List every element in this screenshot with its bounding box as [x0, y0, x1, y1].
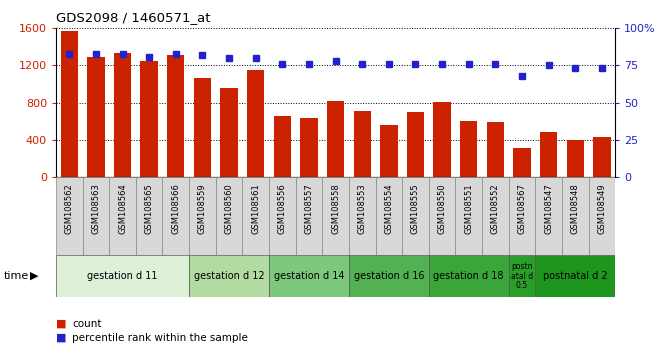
- Bar: [434, 102, 451, 177]
- Bar: [353, 111, 371, 177]
- Bar: [380, 125, 397, 177]
- FancyBboxPatch shape: [589, 177, 615, 255]
- Bar: [193, 78, 211, 177]
- FancyBboxPatch shape: [402, 177, 429, 255]
- Bar: [114, 53, 131, 177]
- Text: time: time: [3, 271, 28, 281]
- Text: GSM108550: GSM108550: [438, 183, 447, 234]
- Text: GSM108558: GSM108558: [331, 183, 340, 234]
- FancyBboxPatch shape: [562, 177, 589, 255]
- FancyBboxPatch shape: [189, 255, 269, 297]
- Text: gestation d 16: gestation d 16: [353, 271, 424, 281]
- Text: gestation d 18: gestation d 18: [434, 271, 504, 281]
- Text: GSM108566: GSM108566: [171, 183, 180, 234]
- Text: ▶: ▶: [30, 271, 39, 281]
- Text: GSM108547: GSM108547: [544, 183, 553, 234]
- Text: GSM108555: GSM108555: [411, 183, 420, 234]
- FancyBboxPatch shape: [376, 177, 402, 255]
- FancyBboxPatch shape: [322, 177, 349, 255]
- Text: gestation d 11: gestation d 11: [88, 271, 158, 281]
- Text: postnatal d 2: postnatal d 2: [543, 271, 607, 281]
- FancyBboxPatch shape: [536, 255, 615, 297]
- FancyBboxPatch shape: [136, 177, 163, 255]
- Text: gestation d 12: gestation d 12: [193, 271, 265, 281]
- Text: ■: ■: [56, 333, 66, 343]
- FancyBboxPatch shape: [429, 255, 509, 297]
- Bar: [407, 112, 424, 177]
- Bar: [594, 137, 611, 177]
- FancyBboxPatch shape: [429, 177, 455, 255]
- Text: ■: ■: [56, 319, 66, 329]
- FancyBboxPatch shape: [163, 177, 189, 255]
- Bar: [220, 88, 238, 177]
- Text: GSM108560: GSM108560: [224, 183, 234, 234]
- FancyBboxPatch shape: [56, 177, 82, 255]
- Bar: [88, 57, 105, 177]
- Text: GSM108552: GSM108552: [491, 183, 500, 234]
- FancyBboxPatch shape: [216, 177, 242, 255]
- Bar: [513, 148, 530, 177]
- Text: postn
atal d
0.5: postn atal d 0.5: [511, 262, 533, 290]
- Bar: [567, 140, 584, 177]
- Text: GSM108549: GSM108549: [597, 183, 607, 234]
- Text: GSM108562: GSM108562: [64, 183, 74, 234]
- FancyBboxPatch shape: [349, 255, 429, 297]
- FancyBboxPatch shape: [189, 177, 216, 255]
- Text: gestation d 14: gestation d 14: [274, 271, 344, 281]
- Text: count: count: [72, 319, 102, 329]
- Bar: [274, 116, 291, 177]
- Text: GSM108553: GSM108553: [358, 183, 367, 234]
- FancyBboxPatch shape: [509, 177, 536, 255]
- FancyBboxPatch shape: [509, 255, 536, 297]
- FancyBboxPatch shape: [455, 177, 482, 255]
- Text: GSM108564: GSM108564: [118, 183, 127, 234]
- Bar: [487, 122, 504, 177]
- FancyBboxPatch shape: [82, 177, 109, 255]
- Bar: [300, 118, 318, 177]
- FancyBboxPatch shape: [536, 177, 562, 255]
- Bar: [247, 70, 265, 177]
- Text: GSM108556: GSM108556: [278, 183, 287, 234]
- FancyBboxPatch shape: [56, 255, 189, 297]
- Text: GSM108554: GSM108554: [384, 183, 393, 234]
- Bar: [141, 61, 158, 177]
- Bar: [327, 101, 344, 177]
- Text: GSM108557: GSM108557: [305, 183, 313, 234]
- FancyBboxPatch shape: [349, 177, 376, 255]
- FancyBboxPatch shape: [109, 177, 136, 255]
- Bar: [460, 121, 478, 177]
- Text: GSM108563: GSM108563: [91, 183, 101, 234]
- Text: GSM108548: GSM108548: [570, 183, 580, 234]
- Text: GSM108561: GSM108561: [251, 183, 260, 234]
- Bar: [167, 55, 184, 177]
- Text: GSM108551: GSM108551: [465, 183, 473, 234]
- Text: GSM108565: GSM108565: [145, 183, 154, 234]
- Text: GDS2098 / 1460571_at: GDS2098 / 1460571_at: [56, 11, 211, 24]
- Text: percentile rank within the sample: percentile rank within the sample: [72, 333, 248, 343]
- FancyBboxPatch shape: [242, 177, 269, 255]
- FancyBboxPatch shape: [482, 177, 509, 255]
- Text: GSM108559: GSM108559: [198, 183, 207, 234]
- FancyBboxPatch shape: [269, 255, 349, 297]
- FancyBboxPatch shape: [295, 177, 322, 255]
- Bar: [540, 132, 557, 177]
- FancyBboxPatch shape: [269, 177, 295, 255]
- Text: GSM108567: GSM108567: [517, 183, 526, 234]
- Bar: [61, 31, 78, 177]
